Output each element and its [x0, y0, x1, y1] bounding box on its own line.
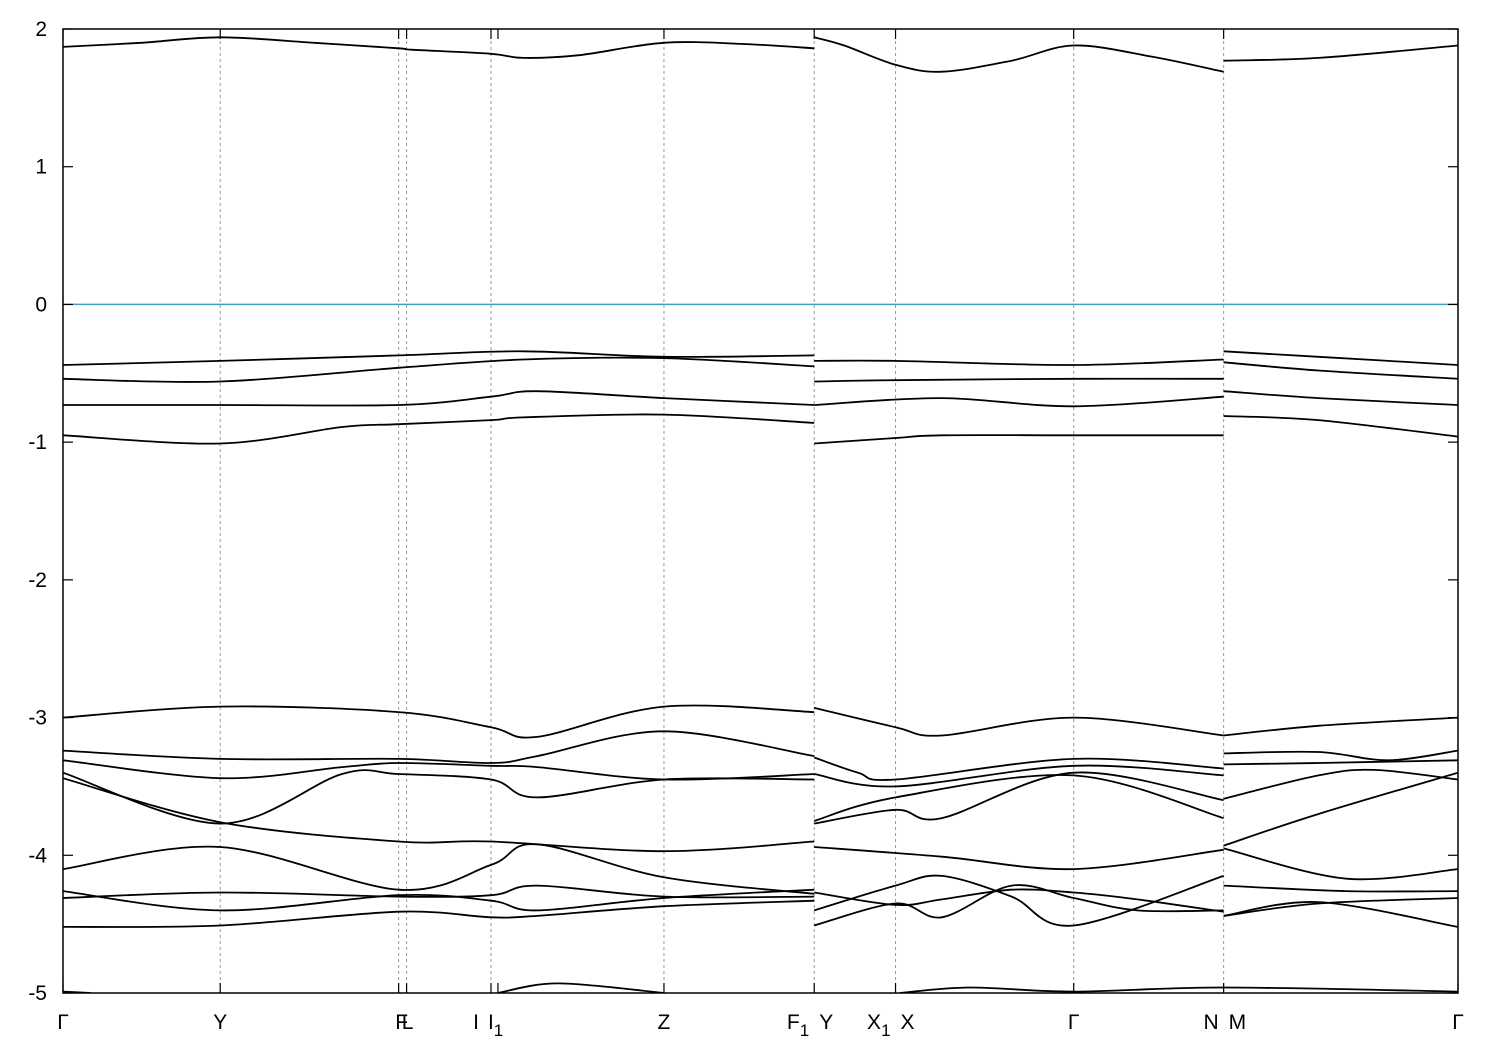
x-tick-label: X: [901, 1011, 915, 1034]
y-tick-label: -5: [28, 982, 47, 1005]
band-segment: [814, 434, 1224, 445]
band-segment: [1223, 361, 1458, 380]
band-segment: [63, 769, 815, 825]
y-tick-label: -1: [28, 431, 47, 454]
y-tick-label: 1: [35, 156, 47, 179]
band-segment: [1223, 716, 1458, 737]
y-tick-labels: -5 -4 -3 -2 -1 0 1 2: [28, 18, 47, 1005]
band-segment: [813, 756, 1224, 781]
axis-ticks: [62, 28, 1459, 994]
plot-frame: [62, 28, 1459, 994]
band-12: [63, 874, 1458, 927]
x-tick-label: Y: [819, 1011, 833, 1034]
x-tick-label: Y: [213, 1011, 227, 1034]
band-segment: [1223, 771, 1458, 847]
band-segment: [1223, 884, 1458, 893]
band-segment: [1223, 847, 1458, 881]
band-segment: [1223, 897, 1458, 917]
band-segment: [1223, 350, 1458, 366]
band-segment: [814, 764, 1224, 788]
band-segment: [814, 395, 1224, 408]
y-tick-label: -4: [28, 844, 47, 867]
x-tick-label: Γ: [1068, 1011, 1080, 1034]
band-segment: [63, 899, 815, 928]
band-7: [63, 730, 1458, 781]
band-13: [63, 884, 1458, 917]
y-tick-label: -3: [28, 707, 47, 730]
band-segment: [63, 350, 815, 366]
x-tick-label: N: [1203, 1011, 1218, 1034]
y-tick-label: -2: [28, 569, 47, 592]
band-segment: [814, 377, 1224, 383]
band-segment: [814, 358, 1224, 366]
band-1: [63, 36, 1458, 73]
y-tick-label: 2: [35, 18, 47, 41]
x-tick-label: X1: [867, 1011, 890, 1040]
x-tick-label: I: [473, 1011, 479, 1034]
band-15: [63, 982, 1458, 993]
band-segment: [814, 846, 1224, 871]
bands: [63, 36, 1458, 993]
band-segment: [1223, 749, 1458, 762]
band-segment: [63, 704, 815, 739]
band-5: [63, 413, 1458, 445]
band-segment: [1223, 390, 1458, 406]
x-tick-label: M: [1229, 1011, 1247, 1034]
band-segment: [63, 888, 815, 912]
band-10: [63, 771, 1458, 853]
band-segment: [813, 884, 1224, 927]
band-segment: [63, 390, 815, 407]
x-tick-label: Z: [658, 1011, 671, 1034]
band-14: [63, 884, 1458, 928]
band-segment: [814, 888, 1224, 913]
band-segment: [1223, 901, 1458, 928]
band-segment: [1223, 759, 1458, 766]
x-tick-label: I1: [488, 1011, 503, 1040]
x-tick-label: Γ: [57, 1011, 69, 1034]
x-tick-label: F: [395, 1011, 408, 1034]
x-tick-labels: Γ Γ Y FL I I1 Z F1 Y X1 X Γ N M: [57, 1011, 1464, 1040]
band-segment: [1223, 44, 1458, 62]
band-4: [63, 390, 1458, 408]
band-2: [63, 350, 1458, 366]
x-tick-label: Γ: [1452, 1011, 1464, 1034]
x-tick-label: L: [402, 1011, 414, 1034]
band-3: [63, 356, 1458, 383]
band-segment: [1223, 415, 1458, 438]
band-8: [63, 759, 1458, 788]
band-segment: [899, 986, 1458, 993]
x-tick-label: F1: [787, 1011, 809, 1040]
band-segment: [63, 843, 815, 895]
grid-lines: [219, 29, 1225, 993]
band-segment: [813, 774, 1224, 822]
band-segment: [63, 884, 815, 899]
band-segment: [63, 777, 815, 853]
band-segment: [1223, 768, 1458, 800]
band-segment: [63, 356, 815, 383]
band-6: [63, 704, 1458, 739]
band-segment: [63, 759, 815, 781]
band-segment: [63, 413, 815, 445]
y-tick-label: 0: [35, 293, 47, 316]
band-segment: [497, 982, 665, 993]
band-9: [63, 768, 1458, 825]
band-segment: [813, 707, 1224, 737]
band-segment: [63, 36, 815, 59]
band-11: [63, 843, 1458, 895]
band-segment: [814, 771, 1224, 825]
band-segment: [813, 36, 1224, 73]
band-segment: [63, 730, 815, 764]
band-segment: [813, 874, 1224, 927]
